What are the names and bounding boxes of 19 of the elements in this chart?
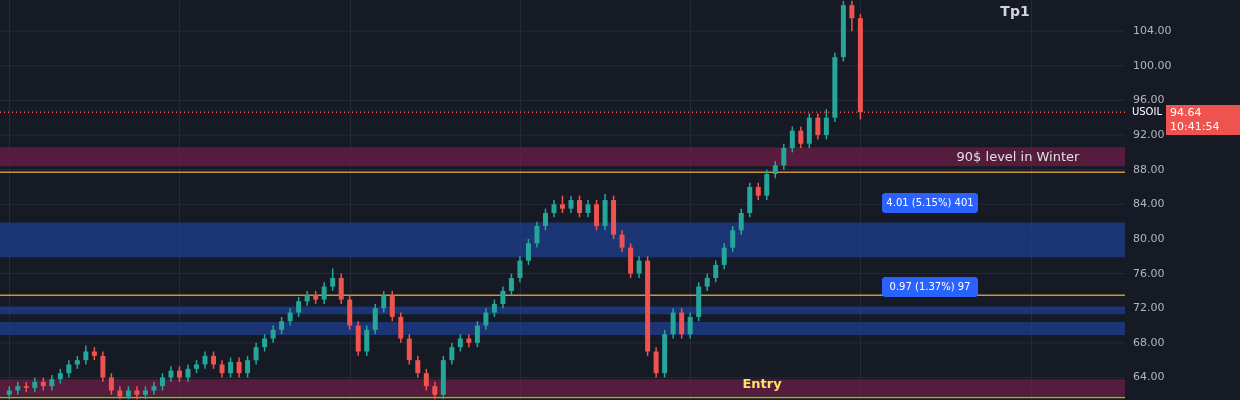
annotation: 4.01 (5.15%) 401 (886, 197, 974, 208)
annotation: Entry (742, 376, 783, 391)
y-tick-label: 64.00 (1133, 370, 1165, 384)
y-tick-label: 84.00 (1133, 197, 1165, 211)
y-tick-label: 92.00 (1133, 128, 1165, 142)
y-tick-label: 80.00 (1133, 231, 1165, 245)
y-tick-label: 68.00 (1133, 335, 1165, 349)
y-tick-label: 88.00 (1133, 162, 1165, 176)
y-tick-label: 96.00 (1133, 93, 1165, 107)
y-tick-label: 76.00 (1133, 266, 1165, 280)
y-tick-label: 104.00 (1133, 24, 1172, 38)
annotation: 0.97 (1.37%) 97 (889, 281, 971, 292)
ref-line-label: USOIL (1131, 106, 1163, 118)
annotation: Tp1 (1000, 3, 1030, 19)
y-tick-label: 100.00 (1133, 58, 1172, 72)
text: 94.64 (1170, 106, 1202, 119)
band-label: 90$ level in Winter (956, 148, 1081, 164)
y-tick-label: 72.00 (1133, 301, 1165, 315)
text: 10:41:54 (1170, 120, 1220, 133)
